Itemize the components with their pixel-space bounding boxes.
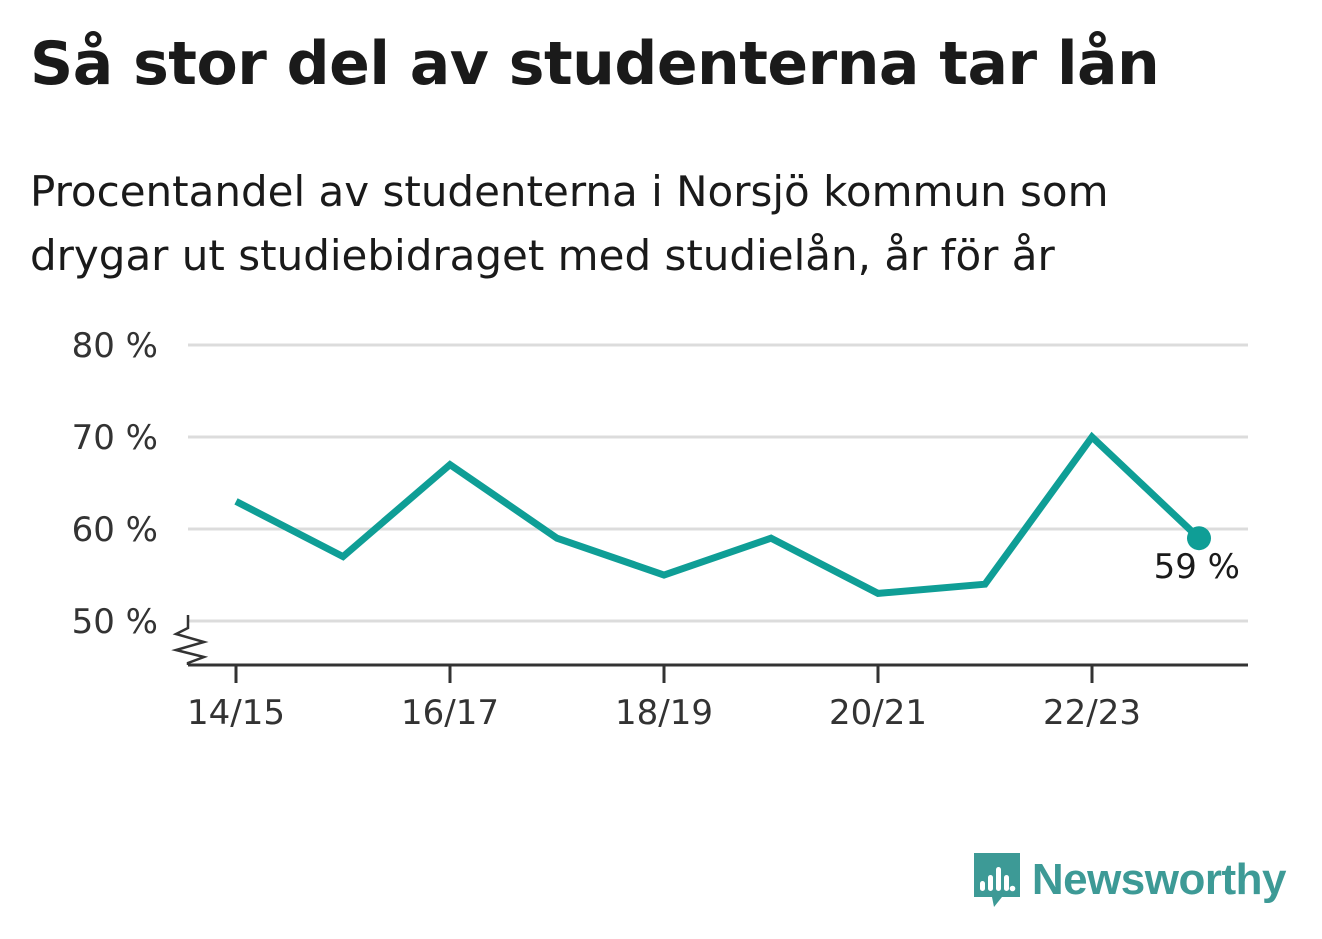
x-axis: 14/15 16/17 18/19 20/21 22/23	[187, 663, 1248, 733]
x-tick-label: 18/19	[615, 693, 713, 733]
axis-break-icon	[171, 615, 209, 665]
y-tick-label: 60 %	[72, 510, 158, 550]
series-line	[234, 431, 1202, 597]
y-axis: 50 % 60 % 70 % 80 %	[72, 326, 209, 665]
brand-name: Newsworthy	[1031, 855, 1287, 904]
last-point-label: 59 %	[1154, 547, 1240, 587]
chart-subtitle: Procentandel av studenterna i Norsjö kom…	[30, 167, 1109, 280]
newsworthy-logo: Newsworthy	[972, 851, 1287, 909]
gridlines	[188, 343, 1248, 623]
bar-chart-speech-bubble-icon	[973, 853, 1020, 907]
chart-title: Så stor del av studenterna tar lån	[30, 29, 1160, 99]
series-layer: 59 %	[234, 431, 1240, 597]
x-tick-label: 22/23	[1043, 693, 1141, 733]
x-tick-label: 16/17	[401, 693, 499, 733]
last-point-marker	[1187, 526, 1211, 551]
x-tick-label: 14/15	[187, 693, 285, 733]
y-tick-label: 50 %	[72, 602, 158, 642]
y-tick-label: 80 %	[72, 326, 158, 366]
x-tick-label: 20/21	[829, 693, 927, 733]
y-tick-label: 70 %	[72, 418, 158, 458]
